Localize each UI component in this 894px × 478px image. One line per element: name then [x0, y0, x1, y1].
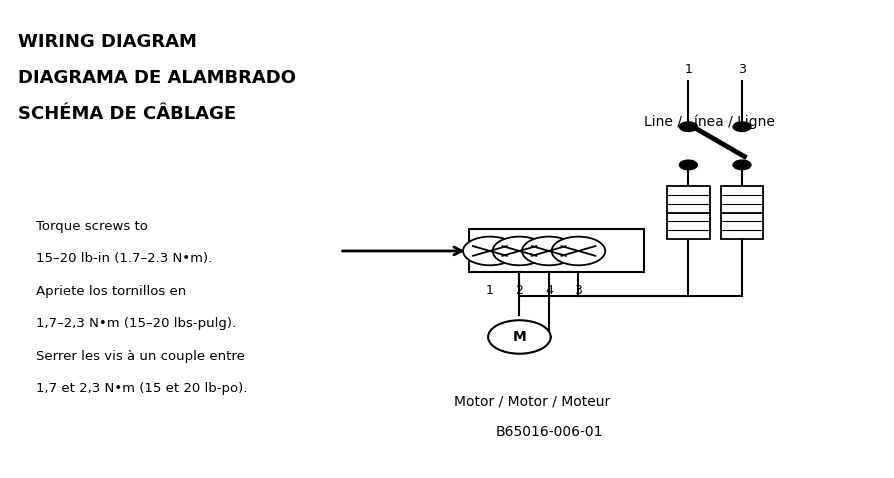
Text: 1: 1: [486, 284, 493, 297]
Text: Serrer les vis à un couple entre: Serrer les vis à un couple entre: [36, 350, 245, 363]
Circle shape: [679, 160, 697, 170]
Circle shape: [463, 237, 517, 265]
Text: DIAGRAMA DE ALAMBRADO: DIAGRAMA DE ALAMBRADO: [18, 69, 296, 87]
Text: B65016-006-01: B65016-006-01: [496, 425, 603, 439]
Text: 3: 3: [738, 64, 746, 76]
Text: Apriete los tornillos en: Apriete los tornillos en: [36, 285, 186, 298]
Text: 1: 1: [685, 64, 692, 76]
Text: 3: 3: [575, 284, 582, 297]
Circle shape: [552, 237, 605, 265]
Bar: [721, 213, 763, 239]
Text: 4: 4: [545, 284, 552, 297]
Circle shape: [679, 122, 697, 131]
Text: 1,7 et 2,3 N•m (15 et 20 lb-po).: 1,7 et 2,3 N•m (15 et 20 lb-po).: [36, 382, 247, 395]
Text: 1,7–2,3 N•m (15–20 lbs-pulg).: 1,7–2,3 N•m (15–20 lbs-pulg).: [36, 317, 236, 330]
Circle shape: [733, 122, 751, 131]
Circle shape: [493, 237, 546, 265]
Bar: [721, 186, 763, 213]
Bar: [469, 229, 644, 272]
Bar: [667, 213, 710, 239]
Text: SCHÉMA DE CÂBLAGE: SCHÉMA DE CÂBLAGE: [18, 105, 236, 123]
Circle shape: [733, 160, 751, 170]
Circle shape: [488, 320, 551, 354]
Circle shape: [522, 237, 576, 265]
Text: Torque screws to: Torque screws to: [36, 220, 148, 233]
Text: M: M: [512, 330, 527, 344]
Bar: [667, 186, 710, 213]
Text: 2: 2: [516, 284, 523, 297]
Text: Motor / Motor / Moteur: Motor / Motor / Moteur: [454, 394, 610, 408]
Text: WIRING DIAGRAM: WIRING DIAGRAM: [18, 33, 197, 52]
Text: 15–20 lb-in (1.7–2.3 N•m).: 15–20 lb-in (1.7–2.3 N•m).: [36, 252, 212, 265]
Text: Line / Línea / Ligne: Line / Línea / Ligne: [644, 115, 774, 129]
